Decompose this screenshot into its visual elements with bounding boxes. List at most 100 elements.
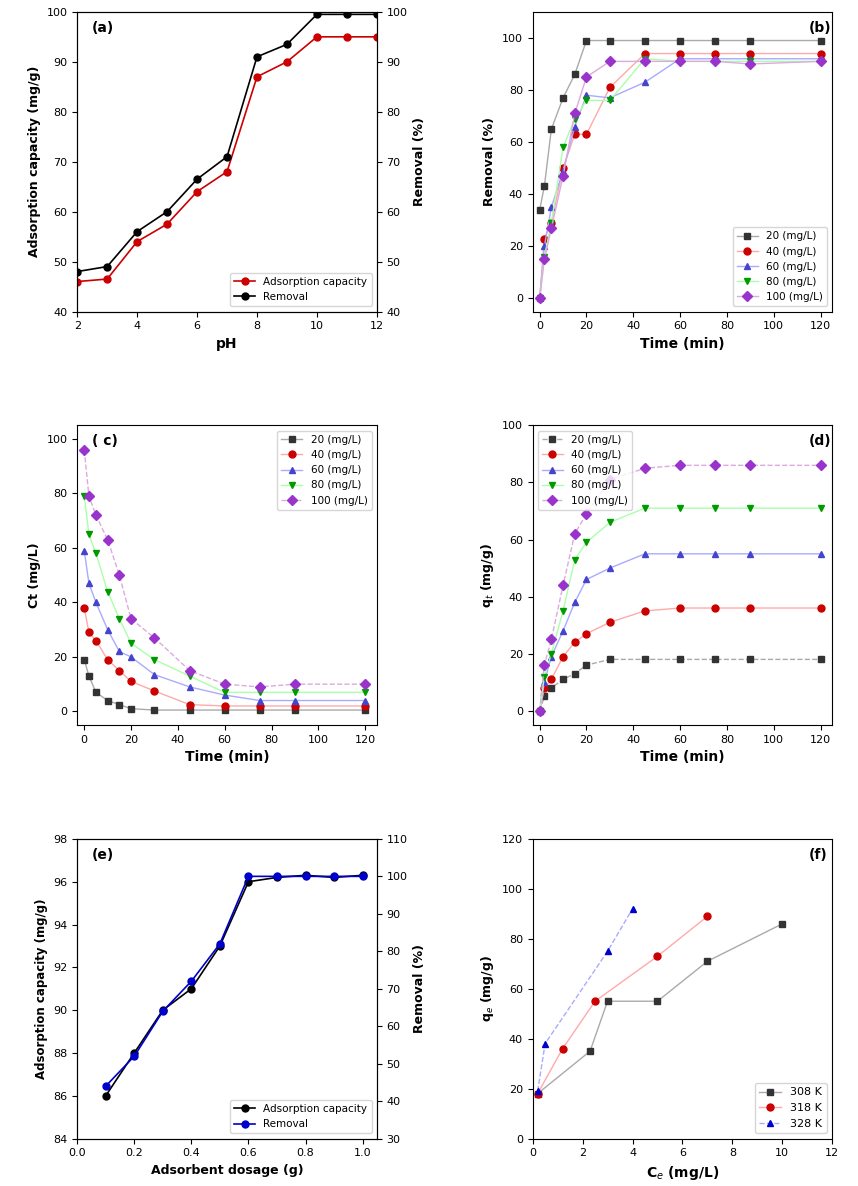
Adsorption capacity — [341, 30, 352, 44]
80 (mg/L) — [815, 500, 825, 515]
100 (mg/L) — [535, 703, 545, 718]
Line: Removal: Removal — [74, 11, 380, 275]
100 (mg/L) — [710, 55, 721, 69]
80 (mg/L) — [114, 612, 124, 626]
20 (mg/L) — [84, 669, 94, 683]
100 (mg/L) — [84, 489, 94, 503]
Line: 308 K: 308 K — [535, 920, 786, 1097]
100 (mg/L) — [582, 70, 592, 84]
60 (mg/L) — [360, 694, 371, 708]
Legend: Adsorption capacity, Removal: Adsorption capacity, Removal — [230, 273, 372, 306]
20 (mg/L) — [640, 652, 650, 667]
Line: 20 (mg/L): 20 (mg/L) — [81, 656, 369, 714]
80 (mg/L) — [746, 500, 756, 515]
Adsorption capacity — [329, 871, 339, 885]
40 (mg/L) — [815, 46, 825, 60]
Y-axis label: Adsorption capacity (mg/g): Adsorption capacity (mg/g) — [34, 899, 48, 1079]
Line: 80 (mg/L): 80 (mg/L) — [536, 505, 824, 714]
60 (mg/L) — [746, 52, 756, 66]
Removal — [300, 869, 311, 884]
Line: 20 (mg/L): 20 (mg/L) — [536, 656, 824, 714]
40 (mg/L) — [255, 699, 265, 713]
Line: 318 K: 318 K — [535, 913, 711, 1097]
Line: Removal: Removal — [102, 873, 366, 1090]
60 (mg/L) — [290, 694, 300, 708]
60 (mg/L) — [535, 703, 545, 718]
20 (mg/L) — [535, 703, 545, 718]
40 (mg/L) — [184, 697, 195, 712]
40 (mg/L) — [605, 616, 615, 630]
20 (mg/L) — [539, 689, 549, 703]
Line: 100 (mg/L): 100 (mg/L) — [536, 58, 824, 302]
X-axis label: C$_e$ (mg/L): C$_e$ (mg/L) — [646, 1163, 719, 1181]
308 K — [777, 917, 788, 931]
100 (mg/L) — [675, 458, 686, 472]
40 (mg/L) — [547, 216, 557, 230]
Removal — [192, 172, 202, 186]
318 K — [533, 1086, 543, 1101]
20 (mg/L) — [570, 667, 580, 681]
80 (mg/L) — [539, 669, 549, 683]
80 (mg/L) — [290, 686, 300, 700]
Legend: 308 K, 318 K, 328 K: 308 K, 318 K, 328 K — [755, 1083, 827, 1133]
Removal — [372, 7, 382, 21]
20 (mg/L) — [710, 33, 721, 47]
100 (mg/L) — [640, 55, 650, 69]
100 (mg/L) — [114, 568, 124, 582]
100 (mg/L) — [102, 533, 112, 547]
60 (mg/L) — [710, 547, 721, 561]
Removal — [72, 264, 82, 279]
60 (mg/L) — [255, 694, 265, 708]
100 (mg/L) — [815, 458, 825, 472]
40 (mg/L) — [558, 650, 568, 664]
Adsorption capacity — [244, 874, 254, 888]
100 (mg/L) — [558, 168, 568, 183]
20 (mg/L) — [255, 703, 265, 718]
20 (mg/L) — [547, 681, 557, 695]
40 (mg/L) — [220, 699, 230, 713]
100 (mg/L) — [570, 107, 580, 121]
Removal — [132, 224, 142, 238]
X-axis label: Adsorbent dosage (g): Adsorbent dosage (g) — [151, 1163, 304, 1177]
Adsorption capacity — [100, 1089, 111, 1103]
20 (mg/L) — [710, 652, 721, 667]
Text: (a): (a) — [92, 21, 114, 34]
Adsorption capacity — [130, 1046, 140, 1060]
40 (mg/L) — [746, 601, 756, 616]
60 (mg/L) — [746, 547, 756, 561]
20 (mg/L) — [114, 697, 124, 712]
40 (mg/L) — [570, 127, 580, 141]
20 (mg/L) — [746, 33, 756, 47]
80 (mg/L) — [91, 547, 101, 561]
100 (mg/L) — [582, 506, 592, 521]
100 (mg/L) — [570, 527, 580, 541]
Adsorption capacity — [311, 30, 322, 44]
80 (mg/L) — [360, 686, 371, 700]
Line: 80 (mg/L): 80 (mg/L) — [536, 56, 824, 302]
20 (mg/L) — [91, 686, 101, 700]
100 (mg/L) — [290, 677, 300, 691]
100 (mg/L) — [184, 663, 195, 677]
40 (mg/L) — [710, 601, 721, 616]
Line: 60 (mg/L): 60 (mg/L) — [81, 547, 369, 704]
80 (mg/L) — [570, 111, 580, 126]
Text: (e): (e) — [92, 848, 114, 862]
40 (mg/L) — [570, 636, 580, 650]
Line: 40 (mg/L): 40 (mg/L) — [81, 605, 369, 709]
Y-axis label: q$_e$ (mg/g): q$_e$ (mg/g) — [480, 955, 496, 1022]
60 (mg/L) — [582, 573, 592, 587]
Text: (b): (b) — [808, 21, 831, 34]
60 (mg/L) — [640, 75, 650, 89]
Removal — [162, 204, 172, 218]
Line: Adsorption capacity: Adsorption capacity — [74, 33, 380, 285]
80 (mg/L) — [184, 669, 195, 683]
318 K — [702, 910, 712, 924]
100 (mg/L) — [149, 631, 160, 645]
100 (mg/L) — [360, 677, 371, 691]
Adsorption capacity — [272, 871, 282, 885]
60 (mg/L) — [558, 624, 568, 638]
20 (mg/L) — [605, 33, 615, 47]
60 (mg/L) — [605, 561, 615, 575]
X-axis label: Time (min): Time (min) — [640, 337, 725, 351]
20 (mg/L) — [102, 694, 112, 708]
